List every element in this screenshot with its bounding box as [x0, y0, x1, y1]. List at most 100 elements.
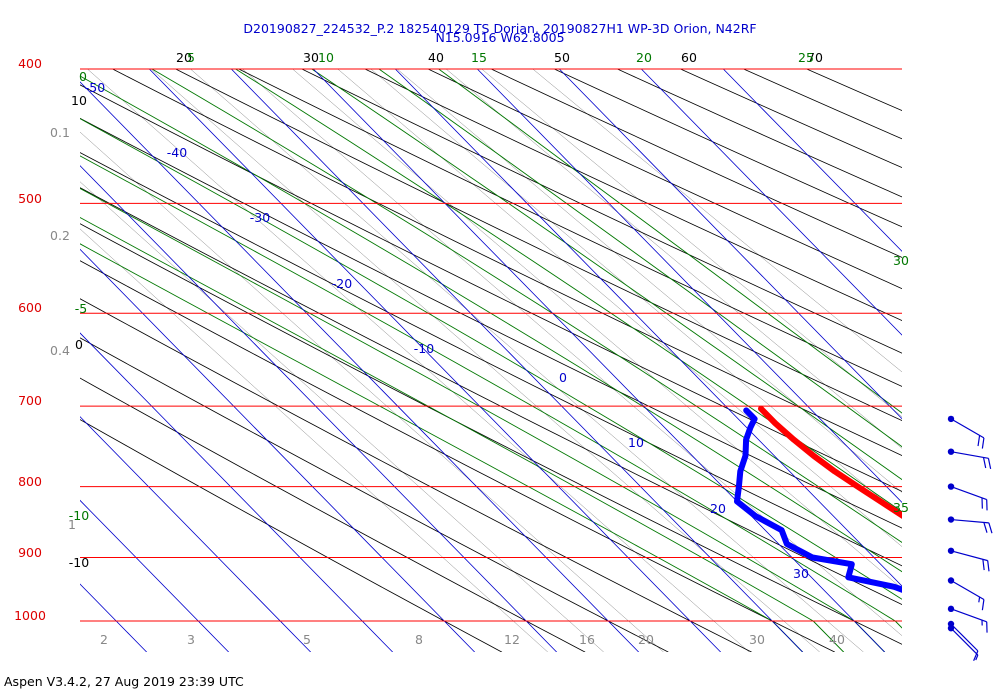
dry-adiabat-label: 40: [428, 50, 444, 65]
dry-adiabat-label: 0: [75, 337, 83, 352]
dewpoint-trace: [734, 407, 902, 593]
moist-adiabat-label: -10: [69, 508, 89, 523]
dry-adiabat: [80, 117, 902, 529]
chart-title: D20190827_224532_P.2 182540129 TS Dorian…: [243, 21, 756, 36]
moist-adiabat: [80, 155, 902, 629]
mixing-ratio-label: 30: [749, 632, 765, 647]
moist-adiabat: [80, 216, 845, 652]
mixing-ratio-line: [80, 228, 548, 652]
isotherm: [640, 69, 902, 336]
moist-adiabat: [378, 69, 902, 448]
pressure-label-600: 600: [18, 300, 42, 315]
mixing-ratio-line: [532, 69, 902, 373]
dry-adiabat: [238, 69, 902, 387]
moist-adiabat-label: 30: [893, 253, 909, 268]
isotherm: [230, 69, 803, 652]
mixing-ratio-line: [190, 69, 864, 652]
mixing-ratio-line: [292, 69, 902, 589]
isotherm: [80, 499, 230, 652]
isotherm-label: -50: [85, 80, 105, 95]
moist-adiabat-label: 5: [187, 50, 195, 65]
isotherm: [80, 332, 394, 652]
pressure-label-700: 700: [18, 393, 42, 408]
isotherm-label: 20: [710, 501, 726, 516]
pressure-label-1000: 1000: [14, 608, 46, 623]
isotherm-label: -40: [167, 145, 187, 160]
isotherm: [148, 69, 721, 652]
dry-adiabat: [175, 69, 902, 422]
dry-adiabat: [427, 69, 902, 290]
isotherm-label: -10: [414, 341, 434, 356]
dry-adiabat: [80, 260, 835, 652]
wind-barb: [947, 415, 985, 449]
wind-barb: [947, 483, 988, 511]
wind-barb: [947, 448, 992, 469]
dry-adiabat: [743, 69, 902, 140]
moist-adiabat-label: 20: [636, 50, 652, 65]
moist-adiabat-label: 35: [893, 500, 909, 515]
wind-barb-column: [947, 415, 993, 662]
isotherm: [80, 416, 312, 652]
moist-adiabat-label: -5: [75, 301, 87, 316]
mixing-ratio-label: 5: [303, 632, 311, 647]
dry-adiabat-label: 10: [71, 93, 87, 108]
mixing-ratio-line: [150, 69, 820, 652]
dry-adiabat: [80, 152, 902, 567]
sounding-traces: [734, 405, 902, 593]
mixing-ratio-label: 20: [638, 632, 654, 647]
dry-adiabat: [80, 187, 902, 605]
moist-adiabat: [438, 69, 902, 414]
isotherm: [0, 69, 65, 652]
mixing-ratio-line: [337, 69, 902, 547]
moist-adiabat: [80, 187, 886, 652]
pressure-label-400: 400: [18, 56, 42, 71]
software-footer: Aspen V3.4.2, 27 Aug 2019 23:39 UTC: [4, 674, 244, 689]
isotherm: [558, 69, 902, 420]
moist-adiabat-label: 0: [79, 69, 87, 84]
isotherm-label: -20: [332, 276, 352, 291]
mixing-ratio-line: [87, 69, 750, 652]
dry-adiabat: [80, 419, 503, 652]
moist-adiabat-label: 10: [318, 50, 334, 65]
dry-adiabat: [80, 298, 752, 652]
mixing-ratio-label: 12: [504, 632, 520, 647]
mixing-ratio-label: 8: [415, 632, 423, 647]
isotherm-label: 10: [628, 435, 644, 450]
dry-adiabat: [490, 69, 902, 258]
moist-adiabat: [311, 69, 902, 481]
mixing-ratio-label: 0.4: [50, 343, 70, 358]
dry-adiabat: [80, 337, 669, 652]
wind-barb: [947, 577, 985, 611]
isotherm: [312, 69, 885, 652]
mixing-ratio-line: [370, 69, 902, 517]
dry-adiabat-label: 50: [554, 50, 570, 65]
isotherm: [80, 165, 557, 652]
dry-adiabat: [301, 69, 902, 354]
pressure-label-900: 900: [18, 545, 42, 560]
mixing-ratio-label: 3: [187, 632, 195, 647]
dry-adiabat: [806, 69, 902, 112]
isotherm: [722, 69, 902, 252]
mixing-ratio-line: [445, 69, 902, 449]
isobars: [80, 68, 902, 622]
moist-adiabat-label: 15: [471, 50, 487, 65]
isotherm-label: 0: [559, 370, 567, 385]
mixing-ratio-label: 1: [68, 517, 76, 532]
dry-adiabat: [364, 69, 902, 321]
moist-adiabat: [80, 243, 804, 652]
mixing-ratio-label: 0.1: [50, 125, 70, 140]
dry-adiabat: [80, 223, 902, 645]
isotherm-label: 30: [793, 566, 809, 581]
wind-barb: [947, 547, 990, 572]
mixing-ratio-line: [80, 131, 664, 652]
mixing-ratio-label: 0.2: [50, 228, 70, 243]
dry-adiabat: [553, 69, 902, 228]
dry-adiabat-label: 20: [176, 50, 192, 65]
isotherm: [476, 69, 902, 503]
dry-adiabat: [80, 377, 586, 652]
mixing-ratio-line: [481, 69, 902, 418]
dry-adiabat: [80, 84, 902, 492]
dry-adiabat-label: 30: [303, 50, 319, 65]
